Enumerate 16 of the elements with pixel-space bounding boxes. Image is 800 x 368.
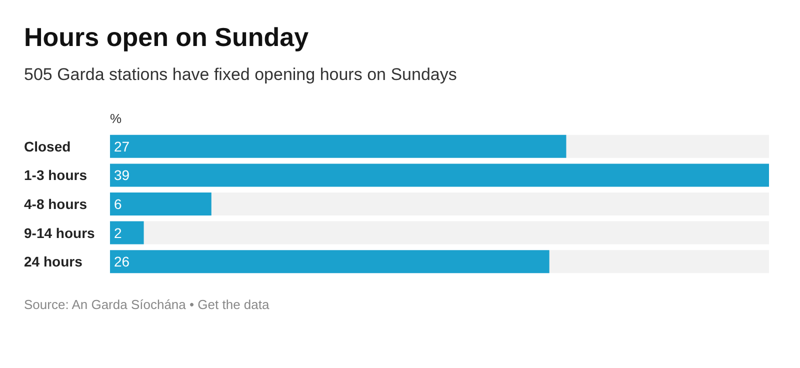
data-label: 39 bbox=[114, 167, 130, 184]
y-tick-label: 9-14 hours bbox=[24, 224, 96, 241]
data-label: 27 bbox=[114, 138, 130, 154]
data-label: 6 bbox=[114, 196, 122, 212]
chart-title: Hours open on Sunday bbox=[24, 22, 310, 52]
chart-subtitle: 505 Garda stations have fixed opening hours on Sundays bbox=[24, 65, 457, 84]
y-tick-label: Closed bbox=[24, 138, 71, 154]
y-tick-label: 4-8 hours bbox=[24, 196, 88, 212]
data-label: 26 bbox=[114, 254, 130, 270]
x-axis-title: % bbox=[110, 111, 122, 126]
y-tick-label: 1-3 hours bbox=[24, 167, 88, 184]
bar bbox=[110, 192, 212, 216]
y-tick-label: 24 hours bbox=[24, 254, 83, 270]
bar bbox=[110, 221, 144, 244]
data-label: 2 bbox=[114, 224, 122, 241]
source-note: Source: An Garda Síochána • Get the data bbox=[24, 297, 270, 312]
